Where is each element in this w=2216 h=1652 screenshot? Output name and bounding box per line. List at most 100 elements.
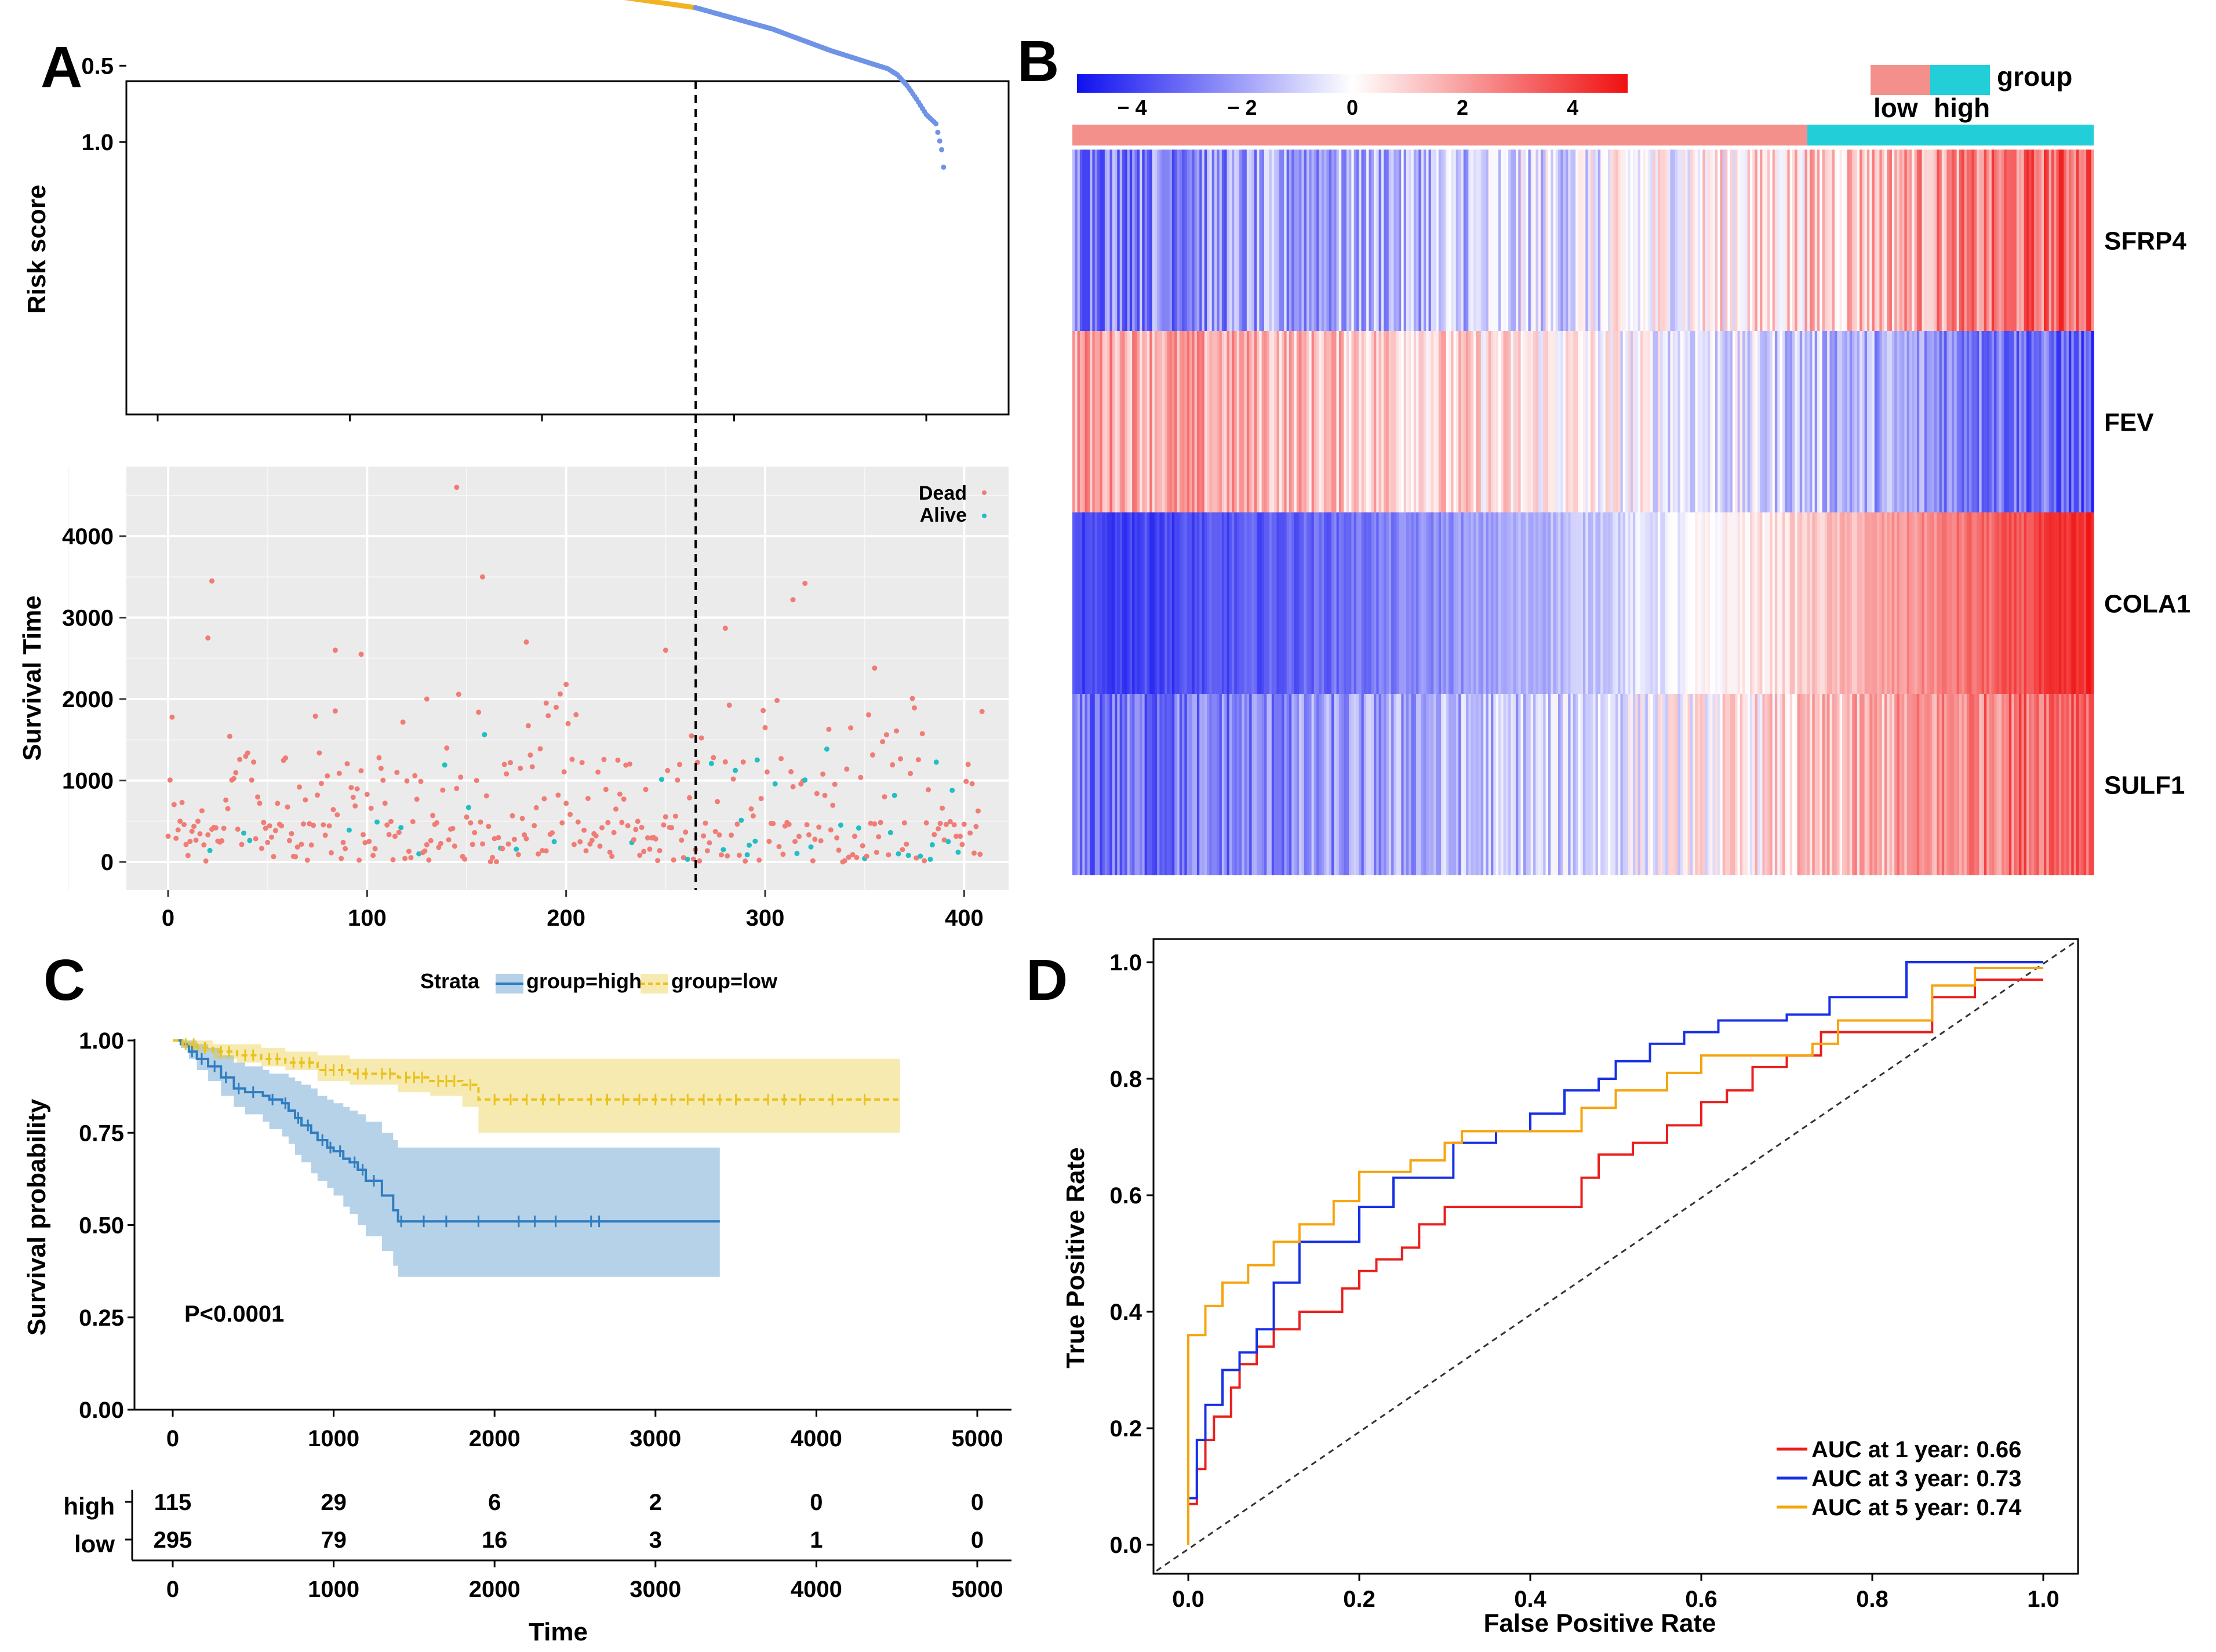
- heatmap-cell: [1812, 694, 1815, 875]
- heatmap-cell: [1374, 694, 1377, 875]
- survival-point: [408, 855, 414, 861]
- heatmap-cell: [1929, 150, 1933, 331]
- heatmap-cell: [1568, 331, 1571, 512]
- heatmap-cell: [1409, 694, 1412, 875]
- heatmap-cell: [2033, 694, 2037, 875]
- heatmap-cell: [1458, 331, 1462, 512]
- survival-point: [245, 750, 250, 756]
- heatmap-cell: [1672, 694, 1676, 875]
- heatmap-cell: [1914, 150, 1917, 331]
- heatmap-cell: [1605, 331, 1609, 512]
- heatmap-cell: [1962, 694, 1965, 875]
- survival-point: [698, 735, 704, 741]
- survival-point: [253, 836, 259, 842]
- heatmap-cell: [1301, 331, 1305, 512]
- survival-point: [191, 824, 197, 829]
- heatmap-cell: [2014, 150, 2017, 331]
- roc-curves: [1187, 961, 2043, 1545]
- heatmap-cell: [1535, 512, 1539, 694]
- heatmap-cell: [1837, 694, 1840, 875]
- heatmap-cell: [1854, 150, 1858, 331]
- heatmap-cell: [1872, 694, 1875, 875]
- heatmap-cell: [1196, 150, 1200, 331]
- heatmap-cell: [1227, 512, 1230, 694]
- risk-score-xaxis: [157, 414, 927, 421]
- survival-point: [275, 800, 281, 806]
- heatmap-cell: [1797, 150, 1800, 331]
- survival-point: [826, 726, 832, 732]
- heatmap-cell: [1705, 694, 1708, 875]
- survival-point: [747, 842, 752, 848]
- survival-point: [551, 839, 557, 845]
- heatmap-cell: [2024, 150, 2027, 331]
- heatmap-cell: [1732, 331, 1735, 512]
- heatmap-cell: [1363, 512, 1367, 694]
- heatmap-cell: [1812, 150, 1815, 331]
- heatmap-cell: [1764, 150, 1768, 331]
- heatmap-cell: [1087, 150, 1090, 331]
- heatmap-cell: [1079, 331, 1083, 512]
- heatmap-cell: [1670, 331, 1673, 512]
- heatmap-cell: [1981, 150, 1985, 331]
- heatmap-cell: [1448, 512, 1451, 694]
- heatmap-cell: [1144, 331, 1148, 512]
- survival-point: [689, 733, 694, 739]
- heatmap-cell: [1520, 331, 1524, 512]
- heatmap-cell: [1137, 331, 1140, 512]
- heatmap-cell: [1349, 150, 1352, 331]
- heatmap-cell: [1455, 331, 1459, 512]
- heatmap-cell: [1490, 694, 1494, 875]
- heatmap-cell: [1558, 512, 1561, 694]
- heatmap-cell: [1152, 331, 1155, 512]
- heatmap-cell: [1946, 694, 1950, 875]
- heatmap-cell: [1827, 512, 1831, 694]
- heatmap-cell: [1705, 150, 1708, 331]
- heatmap-cell: [1349, 512, 1352, 694]
- risk-score-plot: −0.50.00.51.0 Risk score: [23, 0, 1010, 421]
- heatmap-cell: [1416, 331, 1419, 512]
- heatmap-cell: [1388, 150, 1392, 331]
- heatmap-cell: [1179, 150, 1182, 331]
- heatmap-cell: [1722, 694, 1726, 875]
- heatmap-cell: [1810, 512, 1813, 694]
- heatmap-cell: [1956, 512, 1960, 694]
- heatmap-cell: [1239, 331, 1242, 512]
- heatmap-cell: [1959, 694, 1962, 875]
- heatmap-cell: [1366, 331, 1370, 512]
- heatmap-cell: [1127, 331, 1130, 512]
- heatmap-cell: [1760, 331, 1763, 512]
- risk-table-xtick-label: 1000: [308, 1577, 359, 1602]
- heatmap-cell: [1398, 150, 1402, 331]
- survival-point: [969, 781, 975, 787]
- heatmap-cell: [1338, 694, 1342, 875]
- risk-table-xtick-label: 2000: [469, 1577, 521, 1602]
- heatmap-cell: [1473, 331, 1476, 512]
- heatmap-cell: [1511, 150, 1514, 331]
- heatmap-cell: [1607, 694, 1611, 875]
- heatmap-cell: [1334, 150, 1337, 331]
- heatmap-cell: [1966, 150, 1970, 331]
- survival-point: [774, 698, 780, 703]
- survival-point: [914, 855, 919, 861]
- survival-point: [663, 647, 668, 653]
- heatmap-cell: [1174, 512, 1178, 694]
- heatmap-cell: [1321, 331, 1324, 512]
- heatmap-cell: [1443, 512, 1447, 694]
- km-yaxis: 0.000.250.500.751.00: [79, 1028, 134, 1423]
- heatmap-cell: [1224, 331, 1228, 512]
- heatmap-cell: [2004, 512, 2007, 694]
- heatmap-cell: [1949, 331, 1952, 512]
- heatmap-cell: [2088, 512, 2092, 694]
- heatmap-cell: [1573, 150, 1576, 331]
- heatmap-cell: [1897, 150, 1900, 331]
- heatmap-cell: [1102, 331, 1105, 512]
- heatmap-cell: [1887, 512, 1890, 694]
- heatmap-cell: [1361, 512, 1364, 694]
- heatmap-cell: [1202, 512, 1205, 694]
- heatmap-cell: [1409, 331, 1412, 512]
- heatmap-cell: [1613, 150, 1616, 331]
- survival-point: [424, 842, 430, 847]
- heatmap-cell: [1079, 694, 1083, 875]
- survival-point: [410, 819, 416, 824]
